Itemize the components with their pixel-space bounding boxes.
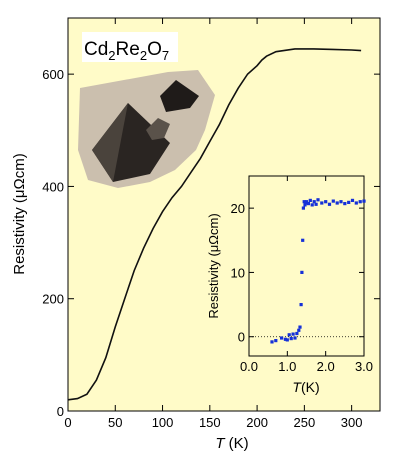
- inset-x-axis-unit: (K): [301, 379, 320, 395]
- inset-series-points: [270, 198, 366, 344]
- inset-data-point: [289, 337, 293, 341]
- main-x-tick-label: 100: [152, 415, 174, 430]
- small-crystal-icon: [160, 80, 199, 112]
- main-series-line: [67, 48, 362, 401]
- inset-data-point: [285, 338, 289, 342]
- inset-data-point: [327, 202, 332, 206]
- crystal-fragment-icon: [146, 118, 170, 140]
- inset-data-point: [335, 201, 339, 205]
- inset-data-point: [320, 201, 324, 205]
- main-x-axis-symbol: T: [215, 435, 226, 452]
- main-x-axis-unit: (K): [229, 435, 249, 452]
- inset-data-point: [314, 202, 318, 206]
- inset-chart: 0.0 1.0 2.0 3.0 0 10 20 Resistivity (μΩcm) T(K…: [206, 175, 373, 395]
- inset-x-tick-label: 3.0: [355, 359, 373, 374]
- inset-data-point: [301, 206, 305, 210]
- inset-x-axis-symbol: T: [292, 379, 302, 395]
- inset-y-axis-label: Resistivity (μΩcm): [206, 213, 221, 318]
- inset-x-tick-label: 0.0: [240, 359, 258, 374]
- inset-data-point: [287, 333, 291, 337]
- inset-data-point: [306, 202, 310, 206]
- main-y-tick-label: 600: [42, 67, 64, 82]
- inset-x-axis-label: T(K): [292, 379, 319, 395]
- main-x-tick-label: 50: [108, 415, 122, 430]
- inset-x-tick-label: 2.0: [317, 359, 335, 374]
- inset-axis-ticks: 0.0 1.0 2.0 3.0 0 10 20: [231, 176, 373, 374]
- inset-x-tick-label: 1.0: [278, 359, 296, 374]
- inset-data-point: [280, 336, 284, 340]
- inset-data-point: [339, 200, 343, 204]
- main-x-axis-label: T (K): [215, 435, 248, 452]
- main-x-tick-label: 200: [246, 415, 268, 430]
- inset-y-tick-label: 20: [231, 201, 245, 216]
- main-y-tick-label: 0: [57, 404, 64, 419]
- inset-data-point: [350, 198, 355, 202]
- inset-data-point: [310, 203, 314, 207]
- inset-data-point: [301, 238, 305, 242]
- inset-data-point: [274, 339, 278, 343]
- main-y-tick-label: 400: [42, 179, 64, 194]
- inset-data-point: [312, 200, 316, 204]
- formula-label: Cd2Re2O7: [82, 32, 178, 63]
- inset-data-point: [283, 337, 287, 341]
- inset-data-point: [316, 198, 320, 202]
- main-y-tick-label: 200: [42, 292, 64, 307]
- main-series-path: [67, 48, 362, 401]
- inset-data-point: [324, 200, 328, 204]
- inset-data-point: [347, 200, 351, 204]
- inset-y-tick-label: 0: [238, 330, 245, 345]
- main-x-tick-label: 0: [64, 415, 71, 430]
- large-crystal-facet-icon: [92, 103, 128, 182]
- inset-data-point: [303, 203, 307, 207]
- main-x-tick-label: 150: [199, 415, 221, 430]
- inset-data-point: [297, 328, 301, 332]
- inset-data-point: [362, 199, 366, 203]
- crystal-photo: [78, 70, 215, 188]
- inset-data-point: [300, 270, 304, 274]
- formula-label-text: Cd2Re2O7: [84, 39, 169, 63]
- inset-data-point: [270, 340, 274, 344]
- main-y-axis-label: Resistivity (μΩcm): [11, 153, 28, 275]
- formula-label-background: [82, 32, 178, 62]
- main-x-tick-label: 300: [341, 415, 363, 430]
- inset-y-tick-label: 10: [231, 265, 245, 280]
- inset-data-point: [308, 198, 312, 202]
- inset-data-point: [298, 325, 302, 329]
- inset-data-point: [293, 336, 297, 340]
- inset-data-point: [295, 331, 299, 336]
- inset-data-point: [343, 202, 347, 206]
- inset-data-point: [291, 332, 295, 336]
- inset-data-point: [331, 199, 335, 203]
- inset-data-point: [358, 200, 362, 204]
- inset-data-point: [354, 201, 358, 205]
- main-x-tick-label: 250: [294, 415, 316, 430]
- inset-data-point: [299, 303, 303, 307]
- inset-data-point: [304, 200, 309, 204]
